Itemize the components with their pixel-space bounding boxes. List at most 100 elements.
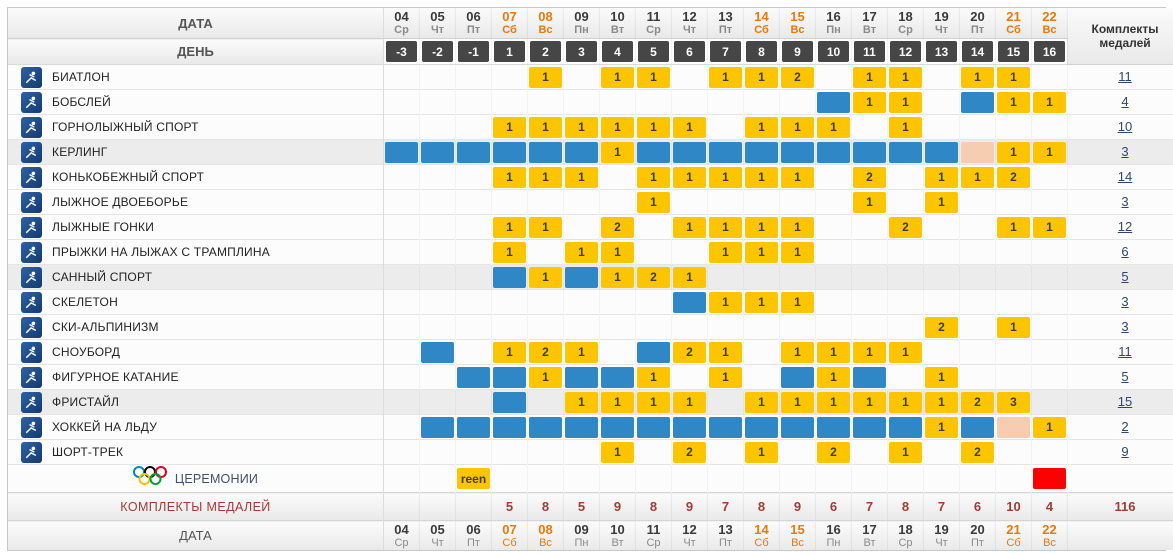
cell-ceremonies-09 xyxy=(564,465,600,493)
medal-total-link-snowboard[interactable]: 11 xyxy=(1118,344,1132,359)
sport-name-cell: ЛЫЖНЫЕ ГОНКИ xyxy=(8,214,384,240)
medal-total-link-ski-mountaineering[interactable]: 3 xyxy=(1121,319,1129,334)
medal-total-link-short-track[interactable]: 9 xyxy=(1121,444,1129,459)
sport-row-alpine-skiing: ГОРНОЛЫЖНЫЙ СПОРТ 1 1 1 1 1 1 1 1 1 1 10 xyxy=(8,114,1173,140)
medal-total-link-ice-hockey[interactable]: 2 xyxy=(1121,419,1129,434)
event-block-gold: 1 xyxy=(529,66,562,88)
cell-cross-country-13: 1 xyxy=(708,215,744,240)
date-header-22: 22 Вс xyxy=(1031,8,1068,39)
date-header-15: 15 Вс xyxy=(779,8,816,39)
olympic-schedule-table: ДАТА 04 Ср 05 Чт 06 Пт 07 Сб 08 Вс 09 Пн 10 Вт 11 Ср 12 Ч… xyxy=(8,8,1173,550)
cell-ski-jumping-14: 1 xyxy=(744,240,780,265)
cell-skeleton-13: 1 xyxy=(708,290,744,315)
event-block-gold: 1 xyxy=(601,66,634,88)
medal-total-link-speed-skating[interactable]: 14 xyxy=(1117,169,1133,184)
cell-curling-07 xyxy=(492,140,528,165)
cell-biathlon-18: 1 xyxy=(888,65,924,90)
event-block-gold: 1 xyxy=(637,391,670,413)
date-header-10: 10 Вт xyxy=(599,520,636,550)
event-block-gold: 1 xyxy=(493,116,526,138)
cell-biathlon-15: 2 xyxy=(780,65,816,90)
cell-alpine-skiing-17 xyxy=(852,115,888,140)
sport-label: КЕРЛИНГ xyxy=(52,145,108,159)
medal-total-link-figure-skating[interactable]: 5 xyxy=(1121,369,1129,384)
ceremonies-name-wrap: ЦЕРЕМОНИИ xyxy=(8,465,383,492)
cell-snowboard-09: 1 xyxy=(564,340,600,365)
cell-curling-19 xyxy=(924,140,960,165)
event-block-b xyxy=(421,141,454,163)
cell-short-track-04 xyxy=(384,440,420,465)
day-header-cell: 16 xyxy=(1031,38,1068,65)
cell-freestyle-17: 1 xyxy=(852,390,888,415)
event-block-gold: 1 xyxy=(781,116,814,138)
sport-name-wrap: ПРЫЖКИ НА ЛЫЖАХ С ТРАМПЛИНА xyxy=(8,241,383,263)
medal-total-link-freestyle[interactable]: 15 xyxy=(1117,394,1133,409)
event-block-gold: 1 xyxy=(889,66,922,88)
medal-total-link-ski-jumping[interactable]: 6 xyxy=(1121,244,1129,259)
date-number: 09 xyxy=(574,521,589,537)
cell-curling-16 xyxy=(816,140,852,165)
cell-snowboard-21 xyxy=(996,340,1032,365)
event-block-gold: 1 xyxy=(709,216,742,238)
cell-figure-skating-13: 1 xyxy=(708,365,744,390)
sport-label: БОБСЛЕЙ xyxy=(52,95,111,109)
sport-row-nordic-combined: ЛЫЖНОЕ ДВОЕБОРЬЕ 1 1 1 3 xyxy=(8,189,1173,215)
medal-total-link-skeleton[interactable]: 3 xyxy=(1121,294,1129,309)
event-block-gold: 1 xyxy=(709,366,742,388)
date-number: 06 xyxy=(466,521,481,537)
cell-luge-21 xyxy=(996,265,1032,290)
medal-total-link-curling[interactable]: 3 xyxy=(1121,144,1129,159)
day-number: -3 xyxy=(386,41,417,62)
cell-speed-skating-22 xyxy=(1032,165,1068,190)
date-weekday: Сб xyxy=(502,536,517,549)
medal-counts-row: КОМПЛЕКТЫ МЕДАЛЕЙ 5 8 5 9 8 9 7 8 9 6 7 8 7 6 10 4 116 xyxy=(8,492,1173,521)
sport-row-ice-hockey: ХОККЕЙ НА ЛЬДУ 1 1 2 xyxy=(8,414,1173,440)
medal-total-link-alpine-skiing[interactable]: 10 xyxy=(1117,119,1133,134)
day-header-cell: 1 xyxy=(491,38,528,65)
event-block-gold: 1 xyxy=(817,116,850,138)
cell-nordic-combined-17: 1 xyxy=(852,190,888,215)
event-block-gold: 1 xyxy=(709,291,742,313)
event-block-gold: 1 xyxy=(493,166,526,188)
alpine-skiing-icon xyxy=(21,116,42,138)
date-number: 15 xyxy=(790,9,805,24)
cell-ice-hockey-13 xyxy=(708,415,744,440)
medal-total-cell: 5 xyxy=(1068,265,1173,290)
cell-bobsleigh-19 xyxy=(924,90,960,115)
event-block-gold: 2 xyxy=(673,441,706,463)
cell-speed-skating-08: 1 xyxy=(528,165,564,190)
date-header-08: 08 Вс xyxy=(527,8,564,39)
cell-speed-skating-20: 1 xyxy=(960,165,996,190)
cell-figure-skating-10 xyxy=(600,365,636,390)
medal-total-link-nordic-combined[interactable]: 3 xyxy=(1121,194,1129,209)
cell-freestyle-12: 1 xyxy=(672,390,708,415)
cell-luge-04 xyxy=(384,265,420,290)
cell-bobsleigh-15 xyxy=(780,90,816,115)
medal-total-cell: 3 xyxy=(1068,140,1173,165)
cell-cross-country-17 xyxy=(852,215,888,240)
cell-ski-jumping-07: 1 xyxy=(492,240,528,265)
date-weekday: Вт xyxy=(863,536,876,549)
sport-label: ФИГУРНОЕ КАТАНИЕ xyxy=(52,370,179,384)
medal-total-link-luge[interactable]: 5 xyxy=(1121,269,1129,284)
event-block-gold: 1 xyxy=(529,116,562,138)
date-number: 08 xyxy=(538,521,553,537)
cell-snowboard-10 xyxy=(600,340,636,365)
date-header-14: 14 Сб xyxy=(743,8,780,39)
event-block-gold: 2 xyxy=(925,316,958,338)
medal-total-link-biathlon[interactable]: 11 xyxy=(1118,69,1132,84)
medal-total-link-cross-country[interactable]: 12 xyxy=(1117,219,1133,234)
date-weekday: Вс xyxy=(538,24,553,36)
cell-speed-skating-06 xyxy=(456,165,492,190)
cell-alpine-skiing-19 xyxy=(924,115,960,140)
event-block-b xyxy=(529,141,562,163)
date-number: 05 xyxy=(430,9,445,24)
day-header-cell: 8 xyxy=(743,38,780,65)
cell-curling-09 xyxy=(564,140,600,165)
footer-empty-cell xyxy=(1067,520,1173,550)
event-block-b xyxy=(853,416,886,438)
cell-ceremonies-22 xyxy=(1032,465,1068,493)
medal-total-link-bobsleigh[interactable]: 4 xyxy=(1121,94,1129,109)
date-number: 12 xyxy=(682,521,697,537)
cell-nordic-combined-21 xyxy=(996,190,1032,215)
